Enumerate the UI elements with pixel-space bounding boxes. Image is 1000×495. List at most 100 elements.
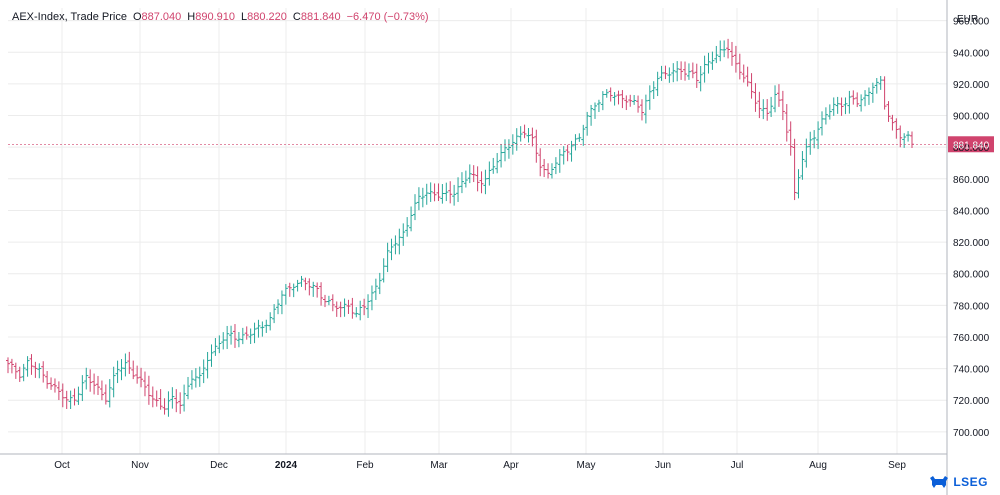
ohlc-bar: [393, 235, 398, 255]
ohlc-bar: [424, 183, 429, 205]
ohlc-bar: [264, 319, 269, 333]
ohlc-bar: [334, 301, 339, 317]
ohlc-bar: [229, 325, 234, 345]
ohlc-bar: [315, 282, 320, 298]
ohlc-bar: [471, 165, 476, 183]
x-tick-label: Feb: [356, 460, 374, 471]
ohlc-bar: [855, 92, 860, 108]
ohlc-bar: [577, 133, 582, 142]
ohlc-bar: [718, 40, 723, 62]
ohlc-bar: [350, 297, 355, 319]
ohlc-bar: [823, 107, 828, 125]
ohlc-bar: [119, 359, 124, 381]
ohlc-bar: [366, 294, 371, 319]
ohlc-bar: [733, 45, 738, 73]
low-value: 880.220: [247, 11, 287, 23]
ohlc-bar: [632, 95, 637, 105]
ohlc-bar: [373, 278, 378, 300]
ohlc-bar: [553, 157, 558, 175]
x-tick-label: Jul: [731, 460, 744, 471]
x-tick-label: Oct: [54, 460, 70, 471]
high-label: H: [187, 11, 196, 23]
ohlc-bar: [326, 295, 331, 306]
y-tick-label: 700.000: [953, 428, 990, 439]
ohlc-bar: [209, 344, 214, 367]
y-tick-label: 900.000: [953, 112, 990, 123]
ohlc-bar: [753, 83, 758, 112]
ohlc-bar: [819, 111, 824, 136]
x-tick-label: Nov: [131, 460, 149, 471]
lseg-logo: LSEG: [929, 475, 988, 489]
ohlc-bar: [381, 258, 386, 283]
ohlc-bar: [859, 94, 864, 112]
last-price-badge: [948, 136, 994, 153]
y-tick-label: 860.000: [953, 175, 990, 186]
ohlc-bar: [420, 187, 425, 208]
ohlc-bar: [526, 128, 531, 143]
ohlc-bar: [499, 143, 504, 168]
ohlc-bar: [898, 125, 903, 148]
ohlc-bar: [506, 139, 511, 159]
ohlc-bar: [17, 366, 22, 382]
ohlc-bar: [174, 389, 179, 413]
ohlc-bar: [354, 307, 359, 318]
ohlc-bar: [530, 127, 535, 147]
ohlc-bar: [726, 38, 731, 59]
ohlc-bar: [45, 371, 50, 389]
ohlc-bar: [647, 85, 652, 110]
ohlc-bar: [686, 63, 691, 80]
ohlc-bar: [573, 134, 578, 151]
ohlc-bar: [397, 228, 402, 255]
ohlc-bar: [385, 242, 390, 273]
ohlc-bar: [389, 238, 394, 261]
ohlc-bar: [170, 387, 175, 409]
ohlc-bar: [29, 354, 34, 375]
y-tick-label: 800.000: [953, 270, 990, 281]
ohlc-bar: [84, 367, 89, 390]
ohlc-bar: [659, 65, 664, 81]
ohlc-bar: [463, 170, 468, 188]
ohlc-bar: [319, 282, 324, 306]
ohlc-bar: [131, 360, 136, 380]
ohlc-bar: [769, 96, 774, 118]
ohlc-bar: [213, 338, 218, 356]
ohlc-bar: [279, 290, 284, 315]
ohlc-bar: [127, 351, 132, 374]
ohlc-bar: [483, 169, 488, 195]
ohlc-bar: [452, 184, 457, 206]
ohlc-bar: [804, 138, 809, 168]
ohlc-bar: [60, 383, 65, 408]
ohlc-bar: [675, 61, 680, 82]
ohlc-bar: [142, 371, 147, 397]
ohlc-bar: [217, 335, 222, 354]
y-tick-label: 780.000: [953, 301, 990, 312]
ohlc-bar: [569, 140, 574, 162]
ohlc-bar: [690, 62, 695, 79]
ohlc-bar: [135, 365, 140, 384]
ohlc-bar: [812, 130, 817, 149]
x-tick-label: 2024: [275, 460, 298, 471]
ohlc-bar: [788, 121, 793, 156]
y-tick-label: 880.000: [953, 143, 990, 154]
ohlc-bar: [906, 131, 911, 142]
ohlc-bar: [800, 151, 805, 180]
ohlc-bar: [416, 187, 421, 211]
ohlc-bar: [706, 52, 711, 74]
ohlc-bar: [158, 389, 163, 410]
ohlc-bar: [608, 87, 613, 102]
ohlc-bar: [522, 124, 527, 139]
ohlc-bar: [757, 91, 762, 119]
ohlc-bar: [448, 181, 453, 204]
lseg-bull-icon: [930, 476, 949, 488]
ohlc-bar: [72, 388, 77, 406]
ohlc-bar: [166, 391, 171, 417]
ohlc-bar: [182, 384, 187, 412]
ohlc-bar: [248, 328, 253, 344]
open-label: O: [132, 11, 142, 23]
ohlc-bar: [549, 163, 554, 179]
y-tick-label: 920.000: [953, 80, 990, 91]
ohlc-bar: [761, 99, 766, 120]
ohlc-bar: [291, 283, 296, 298]
